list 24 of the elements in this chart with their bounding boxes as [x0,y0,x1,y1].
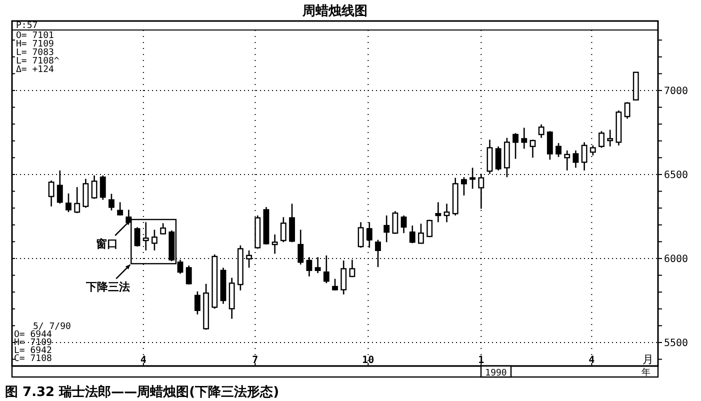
annotation: 窗口 [96,238,118,251]
x-tick-label: 7 [252,355,258,366]
annotation: P:57 [16,21,38,31]
x-tick-label: 4 [140,355,146,366]
caption: 图 7.32 瑞士法郎——周蜡烛图(下降三法形态) [5,384,280,400]
annotation: O= 7101 [16,31,54,41]
annotation: H= 7109 [16,40,54,50]
x-tick-label: 1 [478,355,484,366]
y-tick-label: 6500 [664,170,688,181]
text: 年 [642,367,650,378]
x-tick-label: 4 [588,355,595,366]
y-tick-label: 6000 [664,254,688,265]
annotation: 下降三法 [85,280,130,294]
annotation: Δ= +124 [16,65,54,75]
annotation: C= 7108 [14,354,52,364]
text: 1990 [485,368,507,378]
x-tick-label: 10 [362,355,374,366]
y-tick-label: 5500 [664,338,688,349]
chart-title: 周蜡烛线图 [302,3,368,19]
x-axis-title: 月 [642,353,654,366]
annotation: L= 7083 [16,48,54,58]
y-tick-label: 7000 [664,86,688,97]
annotation: O= 6944 [14,330,52,340]
annotation: L= 7108^ [16,56,60,66]
